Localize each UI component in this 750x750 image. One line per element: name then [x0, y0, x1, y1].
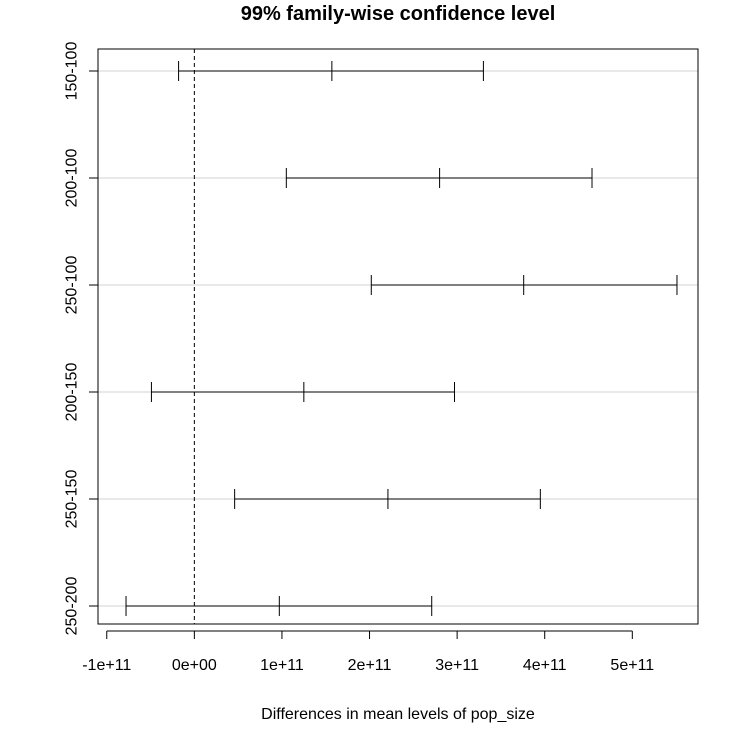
plot-frame	[97, 48, 699, 625]
interval-150-100	[178, 61, 484, 81]
confidence-intervals	[125, 61, 678, 616]
gridlines	[98, 70, 698, 607]
x-tick-label: 4e+11	[523, 657, 567, 674]
x-tick-label: 5e+11	[610, 657, 654, 674]
x-tick-label: 0e+00	[172, 657, 217, 674]
interval-250-150	[234, 489, 541, 509]
y-tick-label: 150-100	[64, 42, 81, 101]
interval-200-100	[285, 168, 593, 188]
y-tick-label: 250-150	[64, 470, 81, 529]
y-tick-label: 200-150	[64, 363, 81, 422]
interval-200-150	[150, 382, 455, 402]
x-axis-label: Differences in mean levels of pop_size	[261, 706, 535, 723]
y-tick-label: 250-200	[64, 577, 81, 636]
chart-title: 99% family-wise confidence level	[241, 3, 556, 25]
y-tick-label: 250-100	[64, 256, 81, 315]
x-tick-label: -1e+11	[82, 657, 131, 674]
x-axis: -1e+11 0e+00 1e+11 2e+11 3e+11 4e+11 5e+11	[82, 630, 654, 674]
x-tick-label: 2e+11	[348, 657, 392, 674]
x-tick-label: 1e+11	[260, 657, 304, 674]
x-tick-label: 3e+11	[435, 657, 479, 674]
interval-250-200	[125, 596, 433, 616]
interval-250-100	[370, 275, 678, 295]
y-axis: 150-100 200-100 250-100 200-150 250-150 250-2…	[64, 42, 98, 636]
y-tick-label: 200-100	[64, 149, 81, 208]
